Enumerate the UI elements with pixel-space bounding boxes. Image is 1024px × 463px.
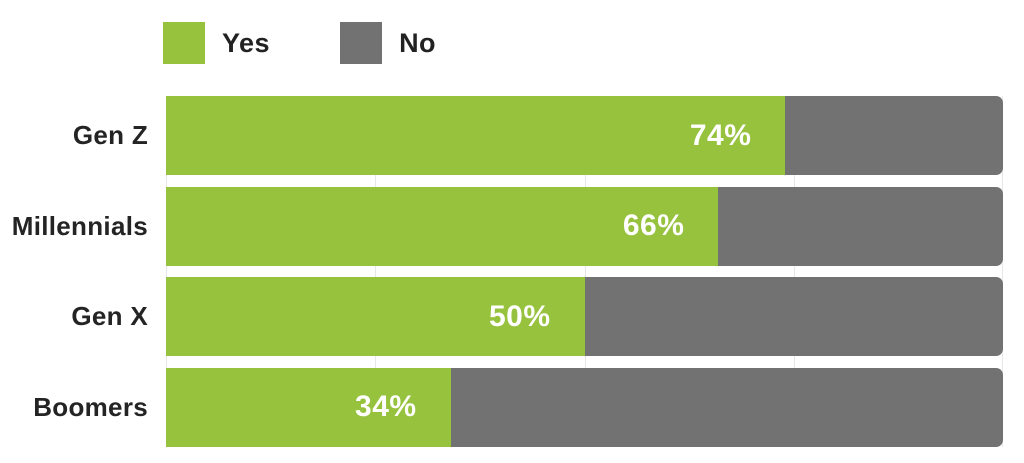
bar-value-label: 66% (622, 209, 685, 243)
bar-segment-no (785, 96, 1003, 175)
gridline-50pct (584, 96, 586, 447)
bar-value-label: 74% (689, 118, 752, 152)
legend-swatch-no-icon (340, 22, 383, 64)
bar-segment-no (584, 277, 1003, 357)
category-label: Millennials (11, 210, 148, 241)
gridline-75pct (793, 96, 795, 447)
gridline-25pct (375, 96, 377, 447)
bar-rows: 74% 66% 50% 34% (166, 96, 1003, 447)
bar-row: 66% (166, 186, 1003, 266)
legend-item-yes: Yes (163, 22, 270, 64)
gridline-100pct (1002, 96, 1003, 447)
category-label: Gen Z (72, 120, 148, 150)
bar-value-label: 50% (488, 299, 551, 333)
category-label: Gen X (71, 301, 148, 332)
bar-row: 74% (166, 96, 1003, 175)
legend-swatch-yes-icon (163, 22, 205, 64)
legend-label-no: No (399, 27, 437, 58)
bar-segment-yes: 50% (166, 277, 585, 357)
bar-row: 50% (166, 277, 1003, 357)
gridline-0pct (166, 96, 167, 447)
bar-row: 34% (166, 367, 1003, 447)
bar-segment-no (450, 367, 1003, 447)
legend-item-no: No (340, 22, 436, 64)
legend: Yes No (163, 22, 436, 64)
category-axis: Gen Z Millennials Gen X Boomers (0, 96, 148, 447)
bar-segment-yes: 74% (166, 96, 786, 175)
bar-value-label: 34% (355, 390, 417, 424)
chart-area: Gen Z Millennials Gen X Boomers 74% 66% 50% 34… (0, 96, 1024, 447)
legend-label-yes: Yes (222, 27, 271, 58)
category-label: Boomers (33, 391, 148, 422)
bar-segment-yes: 34% (166, 367, 451, 447)
bar-segment-no (718, 186, 1003, 266)
plot-area: 74% 66% 50% 34% (166, 96, 1003, 447)
bar-segment-yes: 66% (166, 186, 719, 266)
